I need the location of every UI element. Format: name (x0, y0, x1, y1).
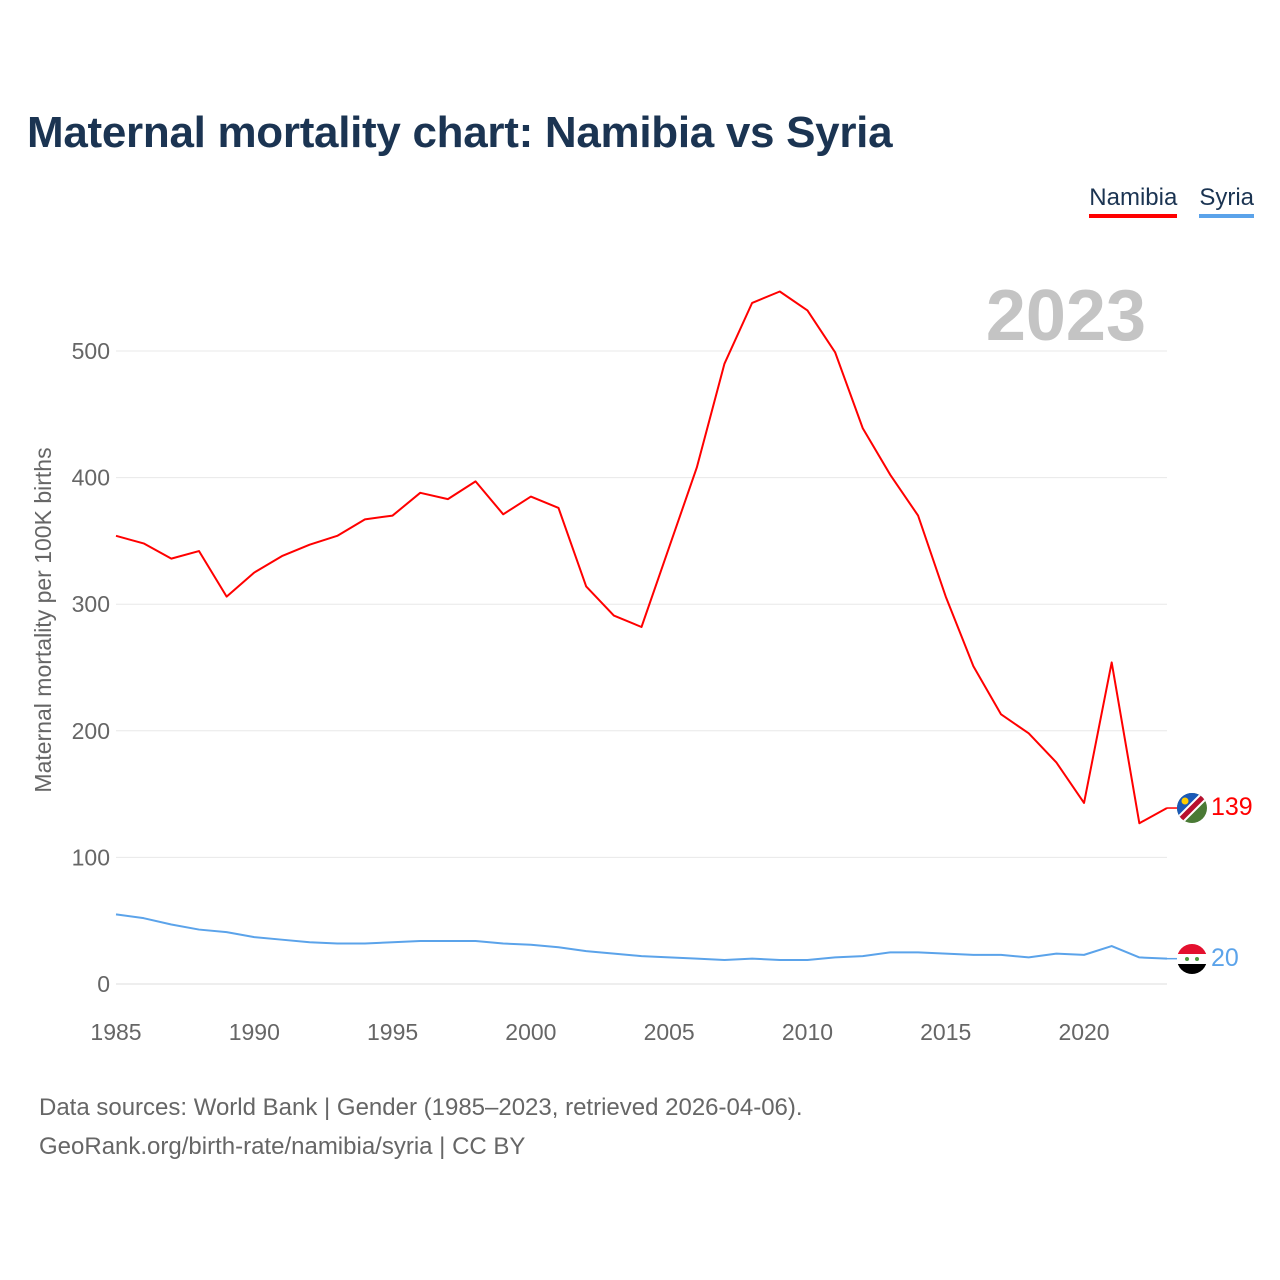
x-tick-label: 1995 (367, 1019, 418, 1045)
y-tick-label: 100 (72, 844, 110, 870)
legend-syria[interactable]: Syria (1199, 184, 1254, 218)
source-note: Data sources: World Bank | Gender (1985–… (39, 1088, 803, 1166)
x-tick-label: 1990 (229, 1019, 280, 1045)
y-tick-label: 500 (72, 338, 110, 364)
source-line-2[interactable]: GeoRank.org/birth-rate/namibia/syria | C… (39, 1133, 526, 1160)
x-tick-label: 2015 (920, 1019, 971, 1045)
legend-namibia[interactable]: Namibia (1089, 184, 1178, 218)
syria-end-label: 20 (1211, 944, 1239, 972)
series-line-namibia (115, 290, 1168, 825)
y-tick-label: 300 (72, 591, 110, 617)
chart-title: Maternal mortality chart: Namibia vs Syr… (27, 108, 893, 157)
legend: Namibia Syria (1089, 184, 1254, 218)
series-line-syria (115, 913, 1168, 961)
x-tick-label: 2005 (644, 1019, 695, 1045)
y-tick-label: 400 (72, 465, 110, 491)
y-tick-label: 0 (97, 971, 110, 997)
y-axis-label: Maternal mortality per 100K births (30, 447, 56, 792)
x-tick-label: 2020 (1058, 1019, 1109, 1045)
namibia-flag-icon (1177, 793, 1207, 823)
source-line-1: Data sources: World Bank | Gender (1985–… (39, 1094, 803, 1121)
namibia-end-label: 139 (1211, 793, 1253, 821)
x-tick-label: 2010 (782, 1019, 833, 1045)
x-tick-label: 1985 (90, 1019, 141, 1045)
x-tick-label: 2000 (505, 1019, 556, 1045)
y-tick-label: 200 (72, 718, 110, 744)
syria-flag-icon (1177, 944, 1207, 974)
year-watermark: 2023 (986, 276, 1146, 356)
